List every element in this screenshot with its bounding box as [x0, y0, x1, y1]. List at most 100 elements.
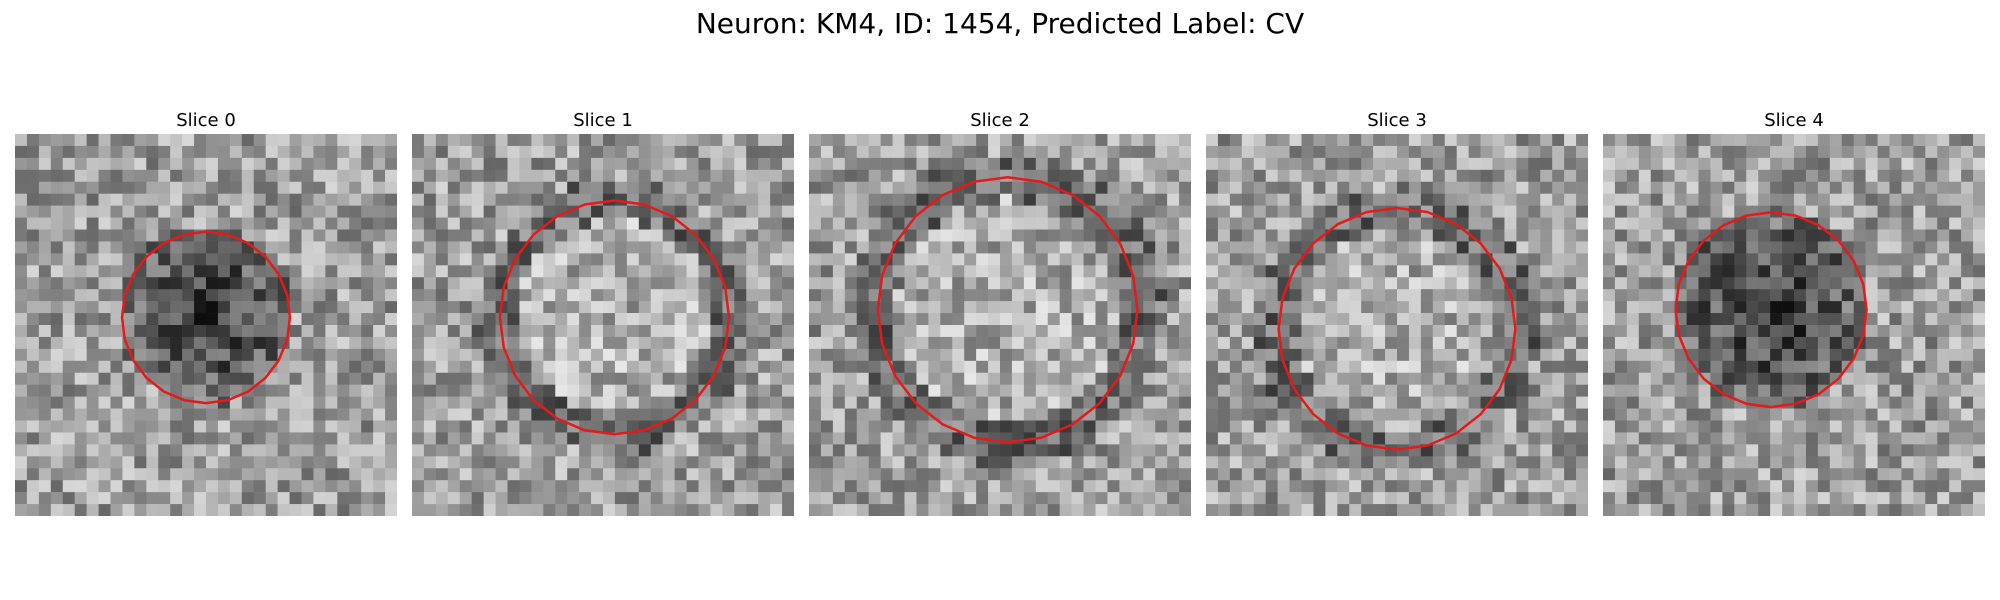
pixel	[1083, 348, 1096, 362]
pixel	[746, 504, 759, 516]
pixel	[1265, 205, 1278, 218]
pixel	[86, 157, 99, 171]
pixel	[1734, 157, 1747, 171]
pixel	[856, 157, 869, 171]
pixel	[1925, 157, 1938, 171]
pixel	[50, 157, 64, 171]
pixel	[1614, 348, 1628, 362]
pixel	[928, 348, 941, 362]
pixel	[1698, 336, 1711, 350]
pixel	[531, 217, 544, 230]
pixel	[1373, 396, 1386, 409]
pixel	[1095, 157, 1108, 171]
pixel	[1770, 181, 1783, 194]
pixel	[1385, 134, 1398, 147]
pixel	[591, 217, 604, 230]
pixel	[86, 336, 99, 350]
pixel	[591, 336, 604, 350]
pixel	[1456, 157, 1469, 171]
pixel	[1083, 360, 1096, 374]
pixel	[1289, 396, 1302, 409]
pixel	[1626, 157, 1640, 171]
pixel	[1614, 325, 1628, 338]
pixel	[277, 181, 290, 194]
pixel	[471, 325, 484, 338]
pixel	[1650, 301, 1663, 314]
pixel	[844, 193, 858, 206]
pixel	[832, 169, 846, 183]
pixel	[277, 492, 290, 505]
pixel	[844, 313, 858, 326]
pixel	[650, 301, 663, 314]
pixel	[988, 157, 1001, 171]
pixel	[459, 169, 472, 183]
pixel	[603, 384, 616, 397]
pixel	[1877, 193, 1890, 206]
pixel	[1758, 420, 1771, 433]
pixel	[928, 253, 941, 266]
pixel	[1552, 145, 1565, 159]
pixel	[734, 217, 747, 230]
pixel	[423, 217, 437, 230]
pixel	[603, 468, 616, 481]
pixel	[26, 157, 40, 171]
pixel	[38, 444, 52, 457]
pixel	[952, 444, 965, 457]
pixel	[38, 205, 52, 218]
pixel	[146, 348, 159, 362]
pixel	[361, 301, 374, 314]
pixel	[1131, 504, 1144, 516]
pixel	[1603, 145, 1616, 159]
pixel	[603, 157, 616, 171]
pixel	[1674, 360, 1687, 374]
pixel	[674, 157, 687, 171]
pixel	[1385, 193, 1398, 206]
pixel	[1143, 217, 1156, 230]
pixel	[435, 456, 449, 469]
pixel	[1313, 456, 1326, 469]
pixel	[134, 217, 147, 230]
pixel	[1865, 217, 1878, 230]
pixel	[301, 157, 314, 171]
pixel	[1614, 444, 1628, 457]
pixel	[1313, 360, 1326, 374]
pixel	[770, 169, 783, 183]
pixel	[1516, 277, 1529, 290]
pixel	[301, 408, 314, 421]
pixel	[337, 480, 350, 493]
pixel	[134, 301, 147, 314]
pixel	[1865, 157, 1878, 171]
pixel	[361, 265, 374, 278]
pixel	[1841, 289, 1854, 302]
pixel	[325, 145, 338, 159]
pixel	[1674, 384, 1687, 397]
pixel	[471, 145, 484, 159]
pixel	[1770, 420, 1783, 433]
pixel	[591, 360, 604, 374]
pixel	[110, 193, 123, 206]
pixel	[1408, 360, 1422, 374]
pixel	[385, 396, 397, 409]
pixel	[1516, 325, 1529, 338]
pixel	[1047, 229, 1060, 242]
pixel	[1167, 193, 1180, 206]
pixel	[1444, 169, 1457, 183]
pixel	[734, 396, 747, 409]
pixel	[483, 492, 496, 505]
pixel	[1889, 325, 1902, 338]
pixel	[1698, 193, 1711, 206]
pixel	[1674, 348, 1687, 362]
pixel	[26, 492, 40, 505]
pixel	[1782, 253, 1795, 266]
pixel	[1552, 420, 1565, 433]
pixel	[868, 265, 881, 278]
pixel	[1119, 145, 1132, 159]
pixel	[1877, 396, 1890, 409]
pixel	[1913, 348, 1926, 362]
pixel	[325, 372, 338, 385]
pixel	[229, 396, 243, 409]
pixel	[122, 181, 135, 194]
pixel	[1179, 336, 1191, 350]
pixel	[1444, 265, 1457, 278]
pixel	[614, 432, 628, 445]
